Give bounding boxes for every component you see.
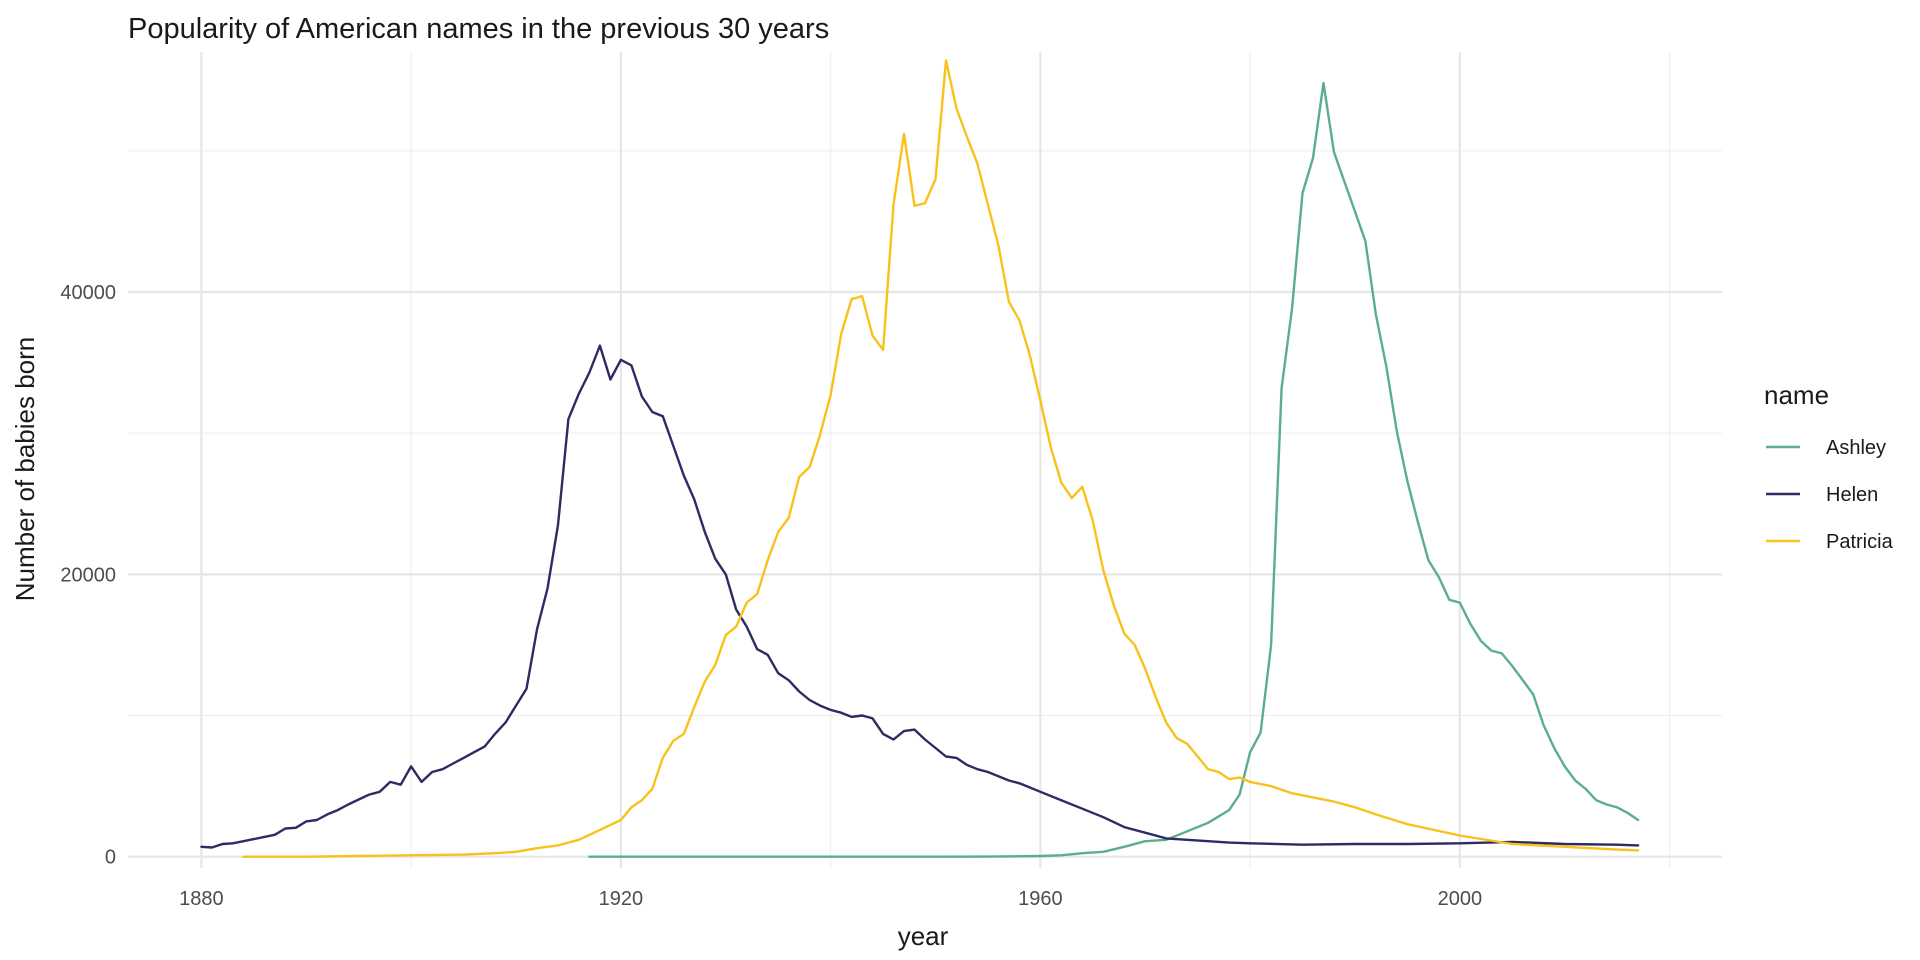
x-tick-label: 1960 — [1018, 888, 1063, 910]
y-axis-title: Number of babies born — [10, 337, 40, 601]
series-line-patricia — [242, 59, 1640, 858]
legend-label-helen: Helen — [1826, 484, 1878, 506]
x-tick-label: 2000 — [1438, 888, 1483, 910]
x-tick-label: 1880 — [179, 888, 224, 910]
series-line-ashley — [588, 81, 1640, 858]
legend: name Ashley Helen Patricia — [1764, 380, 1894, 553]
series-line-helen — [200, 344, 1640, 849]
grid-lines — [128, 52, 1722, 868]
legend-label-patricia: Patricia — [1826, 531, 1894, 553]
chart-title: Popularity of American names in the prev… — [128, 13, 829, 45]
y-tick-label: 40000 — [60, 282, 116, 304]
series-lines — [200, 59, 1640, 858]
x-tick-label: 1920 — [599, 888, 644, 910]
legend-title: name — [1764, 380, 1829, 410]
x-axis-title: year — [898, 921, 949, 951]
legend-label-ashley: Ashley — [1826, 437, 1886, 459]
y-tick-label: 20000 — [60, 564, 116, 586]
y-tick-label: 0 — [105, 847, 116, 869]
